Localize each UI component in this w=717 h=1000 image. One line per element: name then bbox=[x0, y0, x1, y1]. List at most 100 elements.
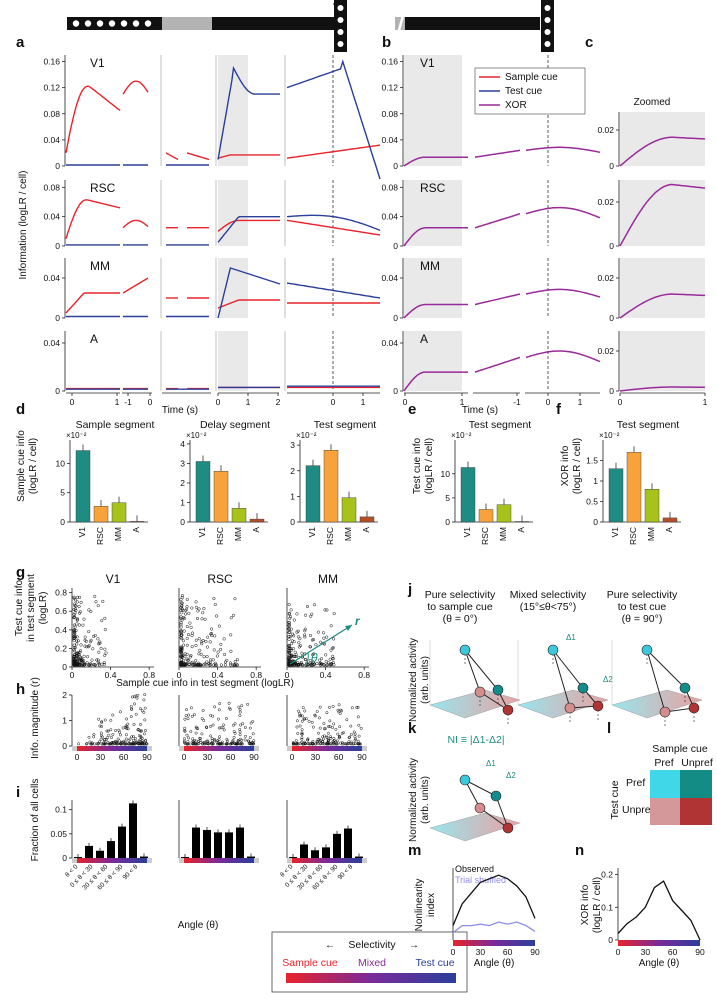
h-point bbox=[338, 725, 342, 729]
n-colorbar bbox=[618, 940, 700, 946]
h-point bbox=[311, 725, 315, 729]
b-xor-seg2-MM bbox=[474, 293, 521, 306]
g-point bbox=[77, 623, 81, 627]
a-test-seg3-RSC bbox=[217, 216, 280, 243]
c-shade-A bbox=[620, 331, 705, 391]
g-point bbox=[185, 607, 189, 611]
panel-e-ylabel-1: Test cue info bbox=[412, 437, 423, 494]
h-point bbox=[117, 728, 121, 732]
f-xlabel-RSC: RSC bbox=[628, 527, 638, 545]
g-point bbox=[299, 660, 303, 665]
h-point bbox=[200, 717, 204, 721]
h-xtick-label: 0 bbox=[290, 752, 295, 762]
g-point bbox=[80, 657, 84, 661]
g-point bbox=[287, 630, 291, 635]
h-point bbox=[185, 742, 189, 746]
a-ytick-label-RSC: 0 bbox=[55, 241, 60, 251]
d1-xlabel-MM: MM bbox=[113, 527, 123, 541]
h-point bbox=[231, 740, 235, 744]
g-point bbox=[179, 654, 183, 658]
h-point bbox=[324, 742, 328, 746]
h-point bbox=[111, 713, 115, 717]
h-point bbox=[347, 736, 351, 740]
i-bar-RSC-3 bbox=[214, 832, 222, 858]
m-xtick-label: 90 bbox=[530, 947, 540, 957]
g-point bbox=[194, 605, 198, 609]
g-point bbox=[229, 616, 233, 620]
h-point bbox=[331, 739, 335, 743]
d1-xlabel-A: A bbox=[131, 527, 141, 533]
g-point bbox=[75, 617, 79, 621]
g-point bbox=[187, 611, 191, 615]
g-point bbox=[98, 640, 102, 644]
h-point bbox=[300, 737, 304, 741]
h-point bbox=[338, 712, 342, 716]
selectivity-arrows: ← bbox=[325, 940, 335, 951]
h-point bbox=[231, 723, 235, 727]
j-node-0-2 bbox=[492, 684, 504, 696]
i-bar-V1-3 bbox=[107, 841, 115, 858]
b-xor-seg1-V1 bbox=[403, 156, 468, 167]
g-point bbox=[103, 647, 107, 651]
g-point bbox=[235, 663, 239, 667]
h-point bbox=[191, 737, 195, 741]
m-line-Observed bbox=[452, 874, 536, 926]
h-point bbox=[139, 742, 143, 746]
f-ytick-label: 1 bbox=[593, 476, 598, 486]
g-point bbox=[325, 663, 329, 667]
f-xlabel-MM: MM bbox=[646, 527, 656, 541]
h-colorbar-left bbox=[72, 746, 77, 751]
g-point bbox=[209, 632, 213, 636]
h-point bbox=[139, 734, 143, 738]
g-point bbox=[180, 596, 184, 600]
g-point bbox=[213, 602, 217, 607]
n-ytick-label: 0.2 bbox=[601, 870, 613, 880]
b-row-label-V1: V1 bbox=[420, 56, 435, 70]
panel-g-xlabel: Sample cue info in test segment (logLR) bbox=[116, 678, 294, 689]
h-point bbox=[105, 729, 109, 733]
i-bar-V1-4 bbox=[118, 826, 126, 858]
g-point bbox=[179, 601, 183, 605]
g-point bbox=[309, 614, 313, 618]
h-point bbox=[213, 737, 216, 741]
h-colorbar-left bbox=[287, 746, 292, 751]
g-point bbox=[88, 640, 93, 644]
g-point bbox=[229, 649, 233, 653]
panel-a-ylabel: Information (logLR / cell) bbox=[18, 171, 29, 280]
h-point bbox=[246, 702, 250, 706]
h-point bbox=[126, 722, 130, 726]
h-point bbox=[103, 718, 107, 722]
h-point bbox=[186, 740, 190, 744]
g-point bbox=[72, 612, 76, 616]
a-ytick-label-A: 0 bbox=[55, 386, 60, 396]
g-xtick-label: 0.4 bbox=[105, 670, 117, 680]
g-point bbox=[183, 652, 187, 656]
h-point bbox=[300, 719, 304, 723]
h-point bbox=[140, 736, 144, 740]
task-schematic bbox=[67, 0, 554, 52]
d1-ytick-label: 0 bbox=[60, 517, 65, 527]
h-point bbox=[334, 727, 338, 731]
h-point bbox=[325, 711, 329, 715]
d2-ytick-label: 2 bbox=[180, 478, 185, 488]
g-point bbox=[74, 661, 78, 665]
g-point bbox=[311, 663, 315, 667]
g-point bbox=[289, 659, 293, 663]
d2-ytick-label: 4 bbox=[180, 439, 185, 449]
h-point bbox=[206, 742, 210, 745]
g-point bbox=[231, 663, 235, 667]
g-point bbox=[223, 660, 228, 664]
l-cell-pu bbox=[680, 770, 712, 798]
b-xor-seg2-A bbox=[474, 356, 521, 373]
n-ytick-label: 0.1 bbox=[601, 902, 613, 912]
n-xtick-label: 0 bbox=[616, 947, 621, 957]
k-node-3 bbox=[502, 822, 514, 834]
g-point bbox=[292, 662, 296, 666]
h-point bbox=[113, 739, 117, 743]
i-colorbar bbox=[77, 858, 147, 863]
g-point bbox=[203, 662, 207, 666]
g-point bbox=[304, 613, 308, 617]
m-colorbar bbox=[453, 940, 535, 946]
g-point bbox=[292, 618, 296, 622]
h-point bbox=[250, 741, 254, 745]
